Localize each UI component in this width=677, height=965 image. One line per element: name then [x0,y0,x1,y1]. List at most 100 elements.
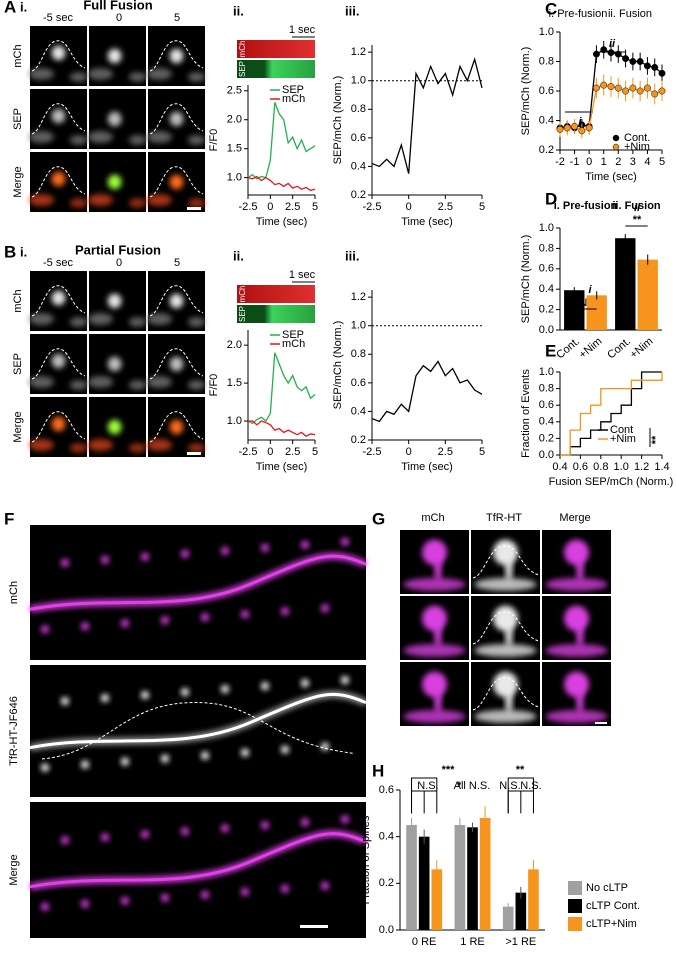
signal [403,710,466,723]
signal [69,380,87,390]
y-tick-label: 0.8 [351,348,366,360]
annotation: ** [650,435,662,444]
x-tick-label: 2.5 [285,446,300,458]
point [607,49,615,57]
annotation: ii [634,202,641,214]
legend-label: cLTP Cont. [586,900,640,912]
point [658,87,666,95]
signal [69,198,87,208]
signal [28,131,54,143]
signal [493,539,518,566]
outline [31,285,86,317]
label: mCh [238,41,247,58]
spine [61,558,69,567]
spine [81,899,89,908]
label: mCh [8,581,20,604]
spine [141,552,149,561]
spine [61,836,69,845]
y-tick-label: 0.0 [539,449,554,461]
label: 5 [174,12,180,24]
signal [187,198,205,208]
outline [149,166,204,198]
spine [61,697,69,706]
signal [146,194,172,206]
annotation: All N.S. [454,780,491,792]
spine [161,754,169,763]
y-tick-label: 2.0 [227,114,242,126]
annotation: N.S. [520,780,541,792]
label: Partial Fusion [75,242,161,257]
spine [301,818,309,827]
x-tick-label: 1.4 [654,461,669,473]
signal [434,621,442,648]
signal [434,555,442,582]
signal [576,687,584,714]
scale-bar [595,722,607,724]
spine [201,751,209,760]
y-tick-label: 0.6 [539,399,554,411]
legend-label: mCh [282,93,305,105]
dendrite [29,554,367,611]
annotation: *** [442,764,456,776]
group-label: i. Pre-fusion [554,200,618,212]
signal [87,68,113,80]
sig-bracket [411,790,437,814]
spine [201,890,209,899]
signal [128,317,146,327]
point [585,124,593,132]
point [556,125,564,133]
label: Merge [12,411,24,442]
outline [472,545,539,579]
signal [128,380,146,390]
scale-bar [300,925,328,928]
annotation: N.S. [417,780,438,792]
sig-bracket [507,790,534,814]
spine [341,815,349,824]
spine [41,625,49,634]
x-axis-title: Time (sec) [256,461,308,473]
signal [434,687,442,714]
spine [161,893,169,902]
point [658,69,666,77]
signal [545,644,608,657]
signal [128,198,146,208]
label: i. [20,0,27,14]
signal [422,539,447,566]
y-axis-title: SEP/mCh (Norm.) [520,235,532,324]
signal [576,555,584,582]
signal [107,419,122,435]
kymograph [237,285,315,303]
spine [241,887,249,896]
panel-label: H [372,761,384,780]
point [629,58,637,65]
signal [576,621,584,648]
y-tick-label: 0.6 [351,377,366,389]
spine [81,760,89,769]
point [651,63,659,71]
label: TfR-HT-JF646 [8,696,20,766]
x-tick-label: -1 [570,156,580,168]
signal [187,135,205,145]
y-tick-label: 1.5 [227,377,242,389]
bar [431,869,443,930]
label: mCh [12,44,24,67]
signal [493,671,518,698]
signal [545,578,608,591]
signal [187,72,205,82]
signal [28,194,54,206]
legend-swatch [568,899,582,913]
signal [474,644,537,657]
micrograph [30,525,366,660]
label: i. [20,244,27,259]
bar [615,238,636,330]
signal [474,710,537,723]
label: SEP [238,61,247,77]
x-tick-label: +Nim [577,335,605,361]
y-axis-title: SEP/mCh (Norm.) [332,76,344,165]
signal [69,135,87,145]
label: 5 [174,257,180,269]
bar [637,259,658,330]
x-tick-label: 3 [630,156,636,168]
signal [187,380,205,390]
spine [141,691,149,700]
